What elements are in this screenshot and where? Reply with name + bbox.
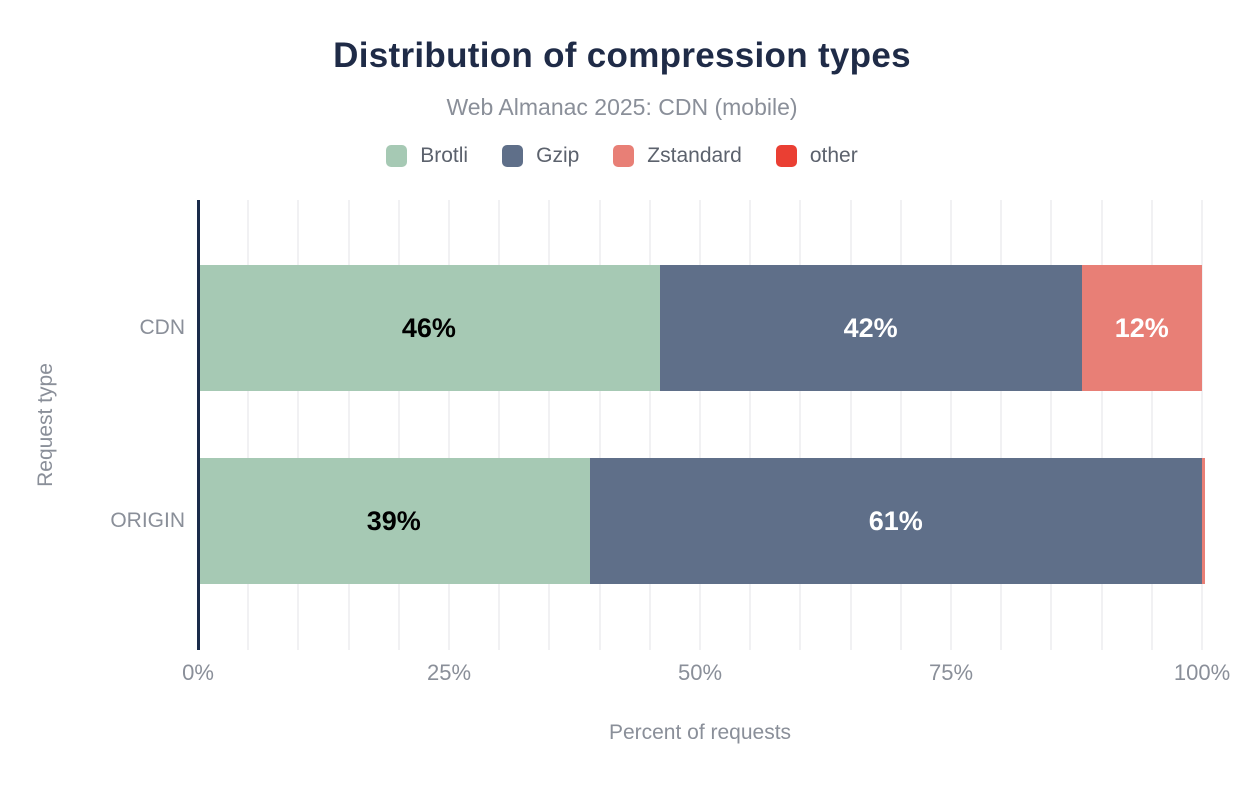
- gridline-50: [699, 200, 701, 650]
- legend-label: other: [809, 144, 858, 167]
- x-tick-75pct: 75%: [928, 660, 974, 685]
- y-axis-line: [197, 200, 200, 650]
- legend: Brotli Gzip Zstandard other: [0, 144, 1244, 168]
- segment-cdn-gzip[interactable]: 42%: [659, 265, 1082, 391]
- gridline-10: [297, 200, 300, 650]
- gridline-45: [648, 200, 651, 650]
- legend-item-gzip: Gzip: [502, 144, 579, 168]
- x-tick-100pct: 100%: [1173, 660, 1231, 685]
- gridline-30: [498, 200, 501, 650]
- legend-swatch-brotli: [386, 145, 408, 167]
- gridline-95: [1150, 200, 1153, 650]
- legend-item-brotli: Brotli: [386, 144, 468, 168]
- chart-title: Distribution of compression types: [333, 36, 911, 75]
- segment-value-label: 61%: [868, 505, 923, 536]
- segment-cdn-zstandard[interactable]: 12%: [1081, 265, 1202, 391]
- gridline-5: [247, 200, 250, 650]
- segment-origin-brotli[interactable]: 39%: [198, 458, 590, 584]
- legend-swatch-other: [775, 145, 797, 167]
- gridline-25: [448, 200, 450, 650]
- y-tick-origin: ORIGIN: [110, 509, 185, 532]
- legend-label: Brotli: [420, 144, 469, 167]
- legend-swatch-gzip: [502, 145, 524, 167]
- legend-label: Zstandard: [647, 144, 742, 167]
- gridline-40: [598, 200, 601, 650]
- legend-swatch-zstandard: [613, 145, 635, 167]
- gridline-70: [899, 200, 902, 650]
- x-tick-50pct: 50%: [677, 660, 723, 685]
- gridline-15: [347, 200, 350, 650]
- plot-area: 46% 42% 12% 39% 61%: [197, 200, 1205, 650]
- bar-origin: 39% 61%: [198, 458, 1205, 584]
- gridline-65: [849, 200, 852, 650]
- legend-item-other: other: [775, 144, 858, 168]
- x-axis-title: Percent of requests: [608, 721, 792, 744]
- chart-subtitle: Web Almanac 2025: CDN (mobile): [446, 94, 798, 120]
- segment-origin-zstandard[interactable]: [1202, 458, 1205, 584]
- segment-value-label: 42%: [843, 312, 898, 343]
- gridline-90: [1100, 200, 1103, 650]
- segment-origin-gzip[interactable]: 61%: [589, 458, 1202, 584]
- gridline-35: [548, 200, 551, 650]
- segment-cdn-brotli[interactable]: 46%: [198, 265, 660, 391]
- segment-value-label: 46%: [401, 312, 456, 343]
- legend-label: Gzip: [536, 144, 580, 167]
- segment-value-label: 39%: [366, 505, 421, 536]
- legend-item-zstandard: Zstandard: [613, 144, 742, 168]
- gridline-80: [1000, 200, 1003, 650]
- x-tick-25pct: 25%: [426, 660, 472, 685]
- gridline-75: [950, 200, 952, 650]
- gridline-60: [799, 200, 802, 650]
- segment-value-label: 12%: [1114, 312, 1169, 343]
- x-tick-0pct: 0%: [182, 660, 214, 685]
- y-tick-cdn: CDN: [139, 316, 186, 339]
- y-axis-title: Request type: [34, 363, 57, 487]
- bar-cdn: 46% 42% 12%: [198, 265, 1202, 391]
- gridline-100: [1201, 200, 1203, 650]
- gridline-55: [749, 200, 752, 650]
- gridline-20: [397, 200, 400, 650]
- gridline-85: [1050, 200, 1053, 650]
